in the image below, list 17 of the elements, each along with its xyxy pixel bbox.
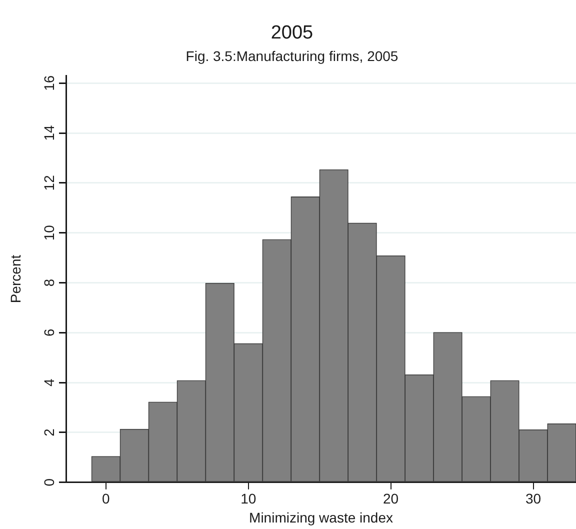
x-tick-label: 0 <box>102 490 110 507</box>
y-tick-label: 6 <box>40 328 57 337</box>
y-tick-label: 2 <box>40 428 57 436</box>
x-tick-label: 30 <box>525 490 542 507</box>
y-tick-label: 12 <box>40 174 57 191</box>
y-tick-label: 14 <box>40 125 57 141</box>
chart-title: 2005 <box>270 22 314 44</box>
x-tick-label: 20 <box>383 490 399 507</box>
y-axis-title: Percent <box>7 254 24 304</box>
y-tick-label: 0 <box>40 478 57 486</box>
y-tick-label: 4 <box>40 378 57 386</box>
y-tick-label: 8 <box>40 278 57 287</box>
chart-subtitle: Fig. 3.5:Manufacturing firms, 2005 <box>186 48 398 64</box>
y-tick-label: 16 <box>40 75 57 91</box>
y-tick-label: 10 <box>40 224 57 241</box>
x-axis-title: Minimizing waste index <box>249 509 393 526</box>
x-tick-label: 10 <box>240 490 256 507</box>
